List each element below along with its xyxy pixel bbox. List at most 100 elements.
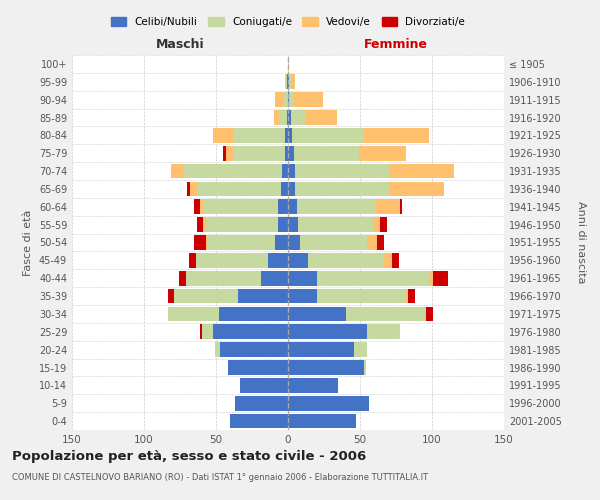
Bar: [288, 200, 296, 214]
Bar: [208, 235, 275, 250]
Bar: [169, 289, 174, 304]
Bar: [174, 289, 238, 304]
Text: Femmine: Femmine: [364, 38, 428, 52]
Bar: [292, 128, 364, 142]
Bar: [200, 324, 202, 339]
Bar: [389, 182, 443, 196]
Bar: [346, 306, 425, 322]
Bar: [196, 253, 268, 268]
Bar: [275, 92, 284, 107]
Bar: [288, 289, 317, 304]
Bar: [288, 218, 298, 232]
Legend: Celibi/Nubili, Coniugati/e, Vedovi/e, Divorziati/e: Celibi/Nubili, Coniugati/e, Vedovi/e, Di…: [111, 17, 465, 28]
Y-axis label: Anni di nascita: Anni di nascita: [575, 201, 586, 284]
Bar: [429, 271, 433, 285]
Bar: [288, 271, 317, 285]
Bar: [367, 324, 400, 339]
Bar: [291, 110, 305, 125]
Bar: [274, 110, 280, 125]
Bar: [226, 146, 233, 160]
Bar: [288, 74, 289, 89]
Bar: [213, 128, 233, 142]
Text: Maschi: Maschi: [155, 38, 205, 52]
Bar: [294, 146, 359, 160]
Bar: [285, 74, 287, 89]
Bar: [187, 182, 190, 196]
Bar: [392, 253, 399, 268]
Bar: [288, 164, 295, 178]
Bar: [190, 182, 197, 196]
Bar: [238, 289, 288, 304]
Bar: [295, 164, 389, 178]
Bar: [288, 92, 289, 107]
Bar: [278, 218, 288, 232]
Bar: [317, 289, 406, 304]
Bar: [278, 200, 288, 214]
Bar: [308, 253, 385, 268]
Bar: [354, 342, 367, 357]
Bar: [317, 271, 429, 285]
Bar: [289, 74, 291, 89]
Bar: [194, 235, 206, 250]
Bar: [288, 128, 292, 142]
Bar: [288, 182, 295, 196]
Bar: [282, 164, 288, 178]
Bar: [288, 396, 368, 410]
Bar: [288, 378, 338, 392]
Bar: [288, 235, 299, 250]
Bar: [197, 182, 281, 196]
Bar: [268, 253, 288, 268]
Bar: [285, 146, 288, 160]
Bar: [364, 360, 366, 375]
Bar: [288, 414, 356, 428]
Bar: [305, 110, 337, 125]
Bar: [287, 110, 288, 125]
Bar: [280, 110, 287, 125]
Bar: [235, 396, 288, 410]
Bar: [241, 378, 288, 392]
Bar: [227, 360, 288, 375]
Bar: [288, 110, 291, 125]
Bar: [373, 218, 380, 232]
Bar: [377, 235, 385, 250]
Bar: [295, 182, 389, 196]
Bar: [203, 218, 206, 232]
Text: COMUNE DI CASTELNOVO BARIANO (RO) - Dati ISTAT 1° gennaio 2006 - Elaborazione TU: COMUNE DI CASTELNOVO BARIANO (RO) - Dati…: [12, 472, 428, 482]
Bar: [406, 289, 407, 304]
Bar: [220, 342, 288, 357]
Bar: [287, 74, 288, 89]
Bar: [380, 218, 388, 232]
Bar: [425, 306, 426, 322]
Bar: [233, 146, 285, 160]
Bar: [206, 235, 208, 250]
Text: Popolazione per età, sesso e stato civile - 2006: Popolazione per età, sesso e stato civil…: [12, 450, 366, 463]
Bar: [299, 235, 367, 250]
Bar: [284, 92, 288, 107]
Bar: [200, 200, 203, 214]
Bar: [194, 200, 200, 214]
Bar: [281, 182, 288, 196]
Bar: [359, 146, 406, 160]
Bar: [288, 56, 289, 71]
Bar: [288, 146, 294, 160]
Bar: [389, 164, 454, 178]
Bar: [203, 200, 278, 214]
Y-axis label: Fasce di età: Fasce di età: [23, 210, 33, 276]
Bar: [188, 253, 196, 268]
Bar: [230, 414, 288, 428]
Bar: [426, 306, 433, 322]
Bar: [385, 253, 392, 268]
Bar: [219, 306, 288, 322]
Bar: [275, 235, 288, 250]
Bar: [288, 324, 367, 339]
Bar: [202, 324, 213, 339]
Bar: [296, 200, 376, 214]
Bar: [288, 306, 346, 322]
Bar: [433, 271, 448, 285]
Bar: [172, 164, 184, 178]
Bar: [291, 74, 295, 89]
Bar: [289, 92, 294, 107]
Bar: [184, 164, 282, 178]
Bar: [376, 200, 400, 214]
Bar: [288, 253, 308, 268]
